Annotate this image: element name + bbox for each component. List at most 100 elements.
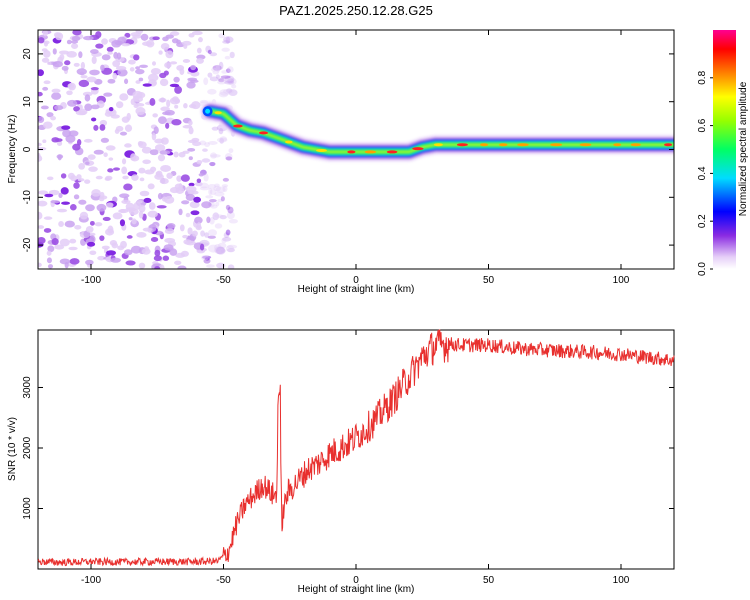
noise-speckle	[87, 154, 96, 160]
spectrogram-ytick-label: -10	[22, 190, 33, 205]
noise-speckle	[41, 48, 48, 52]
noise-speckle	[169, 83, 180, 88]
noise-speckle	[110, 257, 121, 263]
noise-speckle	[76, 68, 87, 75]
noise-speckle	[77, 178, 85, 182]
noise-speckle	[142, 83, 152, 87]
noise-speckle	[222, 185, 228, 193]
noise-speckle	[119, 93, 129, 101]
noise-speckle	[75, 110, 87, 116]
noise-speckle	[160, 165, 172, 172]
noise-speckle	[107, 168, 114, 173]
noise-speckle	[221, 70, 228, 74]
noise-speckle	[43, 228, 52, 233]
noise-speckle	[180, 174, 190, 182]
noise-speckle	[87, 241, 96, 247]
noise-speckle	[69, 238, 77, 244]
noise-speckle	[99, 235, 105, 241]
noise-speckle	[212, 70, 220, 75]
noise-speckle	[228, 148, 234, 154]
noise-speckle	[108, 157, 114, 161]
noise-speckle	[121, 158, 127, 165]
noise-speckle	[82, 35, 94, 41]
snr-xtick-label: -50	[216, 575, 231, 586]
noise-speckle	[69, 204, 77, 211]
noise-speckle	[207, 235, 216, 239]
noise-speckle	[147, 73, 159, 82]
noise-speckle	[38, 154, 43, 162]
noise-speckle	[124, 124, 133, 132]
noise-speckle	[196, 47, 202, 54]
noise-speckle	[148, 202, 156, 210]
noise-speckle	[171, 96, 179, 103]
noise-speckle	[136, 231, 147, 238]
ridge-hotspot	[214, 111, 222, 115]
noise-speckle	[72, 143, 81, 151]
noise-speckle	[89, 220, 95, 226]
spectrogram-ylabel: Frequency (Hz)	[7, 115, 18, 184]
noise-speckle	[160, 106, 170, 112]
noise-speckle	[141, 248, 151, 255]
noise-speckle	[188, 33, 195, 38]
noise-speckle	[42, 50, 51, 58]
noise-speckle	[224, 153, 233, 161]
noise-speckle	[157, 154, 166, 162]
noise-speckle	[80, 75, 88, 79]
noise-speckle	[129, 67, 135, 72]
noise-speckle	[178, 151, 186, 158]
snr-series-line	[37, 329, 675, 567]
noise-speckle	[103, 152, 108, 158]
noise-speckle	[196, 57, 204, 64]
noise-speckle	[123, 183, 133, 191]
noise-speckle	[85, 259, 94, 266]
noise-speckle	[159, 150, 171, 155]
noise-speckle	[207, 88, 217, 95]
noise-speckle	[95, 43, 104, 49]
noise-speckle	[215, 246, 226, 255]
noise-speckle	[121, 166, 128, 175]
noise-speckle	[66, 39, 72, 45]
noise-speckle	[154, 266, 161, 269]
noise-speckle	[67, 172, 75, 180]
ridge-hotspot	[233, 124, 243, 128]
noise-speckle	[166, 172, 173, 179]
noise-speckle	[211, 126, 219, 131]
noise-speckle	[57, 154, 62, 161]
noise-speckle	[207, 49, 212, 55]
noise-speckle	[84, 94, 91, 102]
noise-speckle	[160, 137, 169, 145]
noise-speckle	[192, 230, 198, 237]
noise-speckle	[38, 236, 46, 244]
snr-xtick-label: -100	[81, 575, 101, 586]
noise-speckle	[102, 216, 111, 222]
noise-speckle	[188, 103, 197, 109]
noise-speckle	[147, 210, 158, 218]
noise-speckle	[60, 187, 69, 195]
noise-speckle	[153, 126, 159, 135]
noise-speckle	[204, 232, 209, 238]
noise-speckle	[183, 103, 188, 109]
noise-speckle	[47, 61, 52, 65]
noise-speckle	[224, 75, 235, 84]
noise-speckle	[145, 39, 155, 48]
noise-speckle	[222, 236, 232, 242]
noise-speckle	[54, 244, 65, 250]
noise-speckle	[51, 92, 62, 100]
noise-speckle	[225, 229, 231, 236]
noise-speckle	[122, 175, 129, 180]
noise-speckle	[227, 78, 234, 83]
noise-speckle	[149, 98, 156, 106]
noise-speckle	[43, 40, 50, 45]
noise-speckle	[71, 35, 81, 42]
noise-speckle	[222, 177, 229, 182]
noise-speckle	[74, 224, 82, 230]
noise-speckle	[154, 173, 164, 180]
noise-speckle	[138, 77, 144, 82]
noise-speckle	[43, 216, 53, 220]
noise-speckle	[218, 78, 225, 83]
noise-speckle	[224, 80, 235, 85]
noise-speckle	[120, 240, 127, 249]
noise-speckle	[174, 260, 182, 266]
ridge-hotspot	[258, 131, 269, 135]
ridge-hotspot	[664, 143, 673, 147]
